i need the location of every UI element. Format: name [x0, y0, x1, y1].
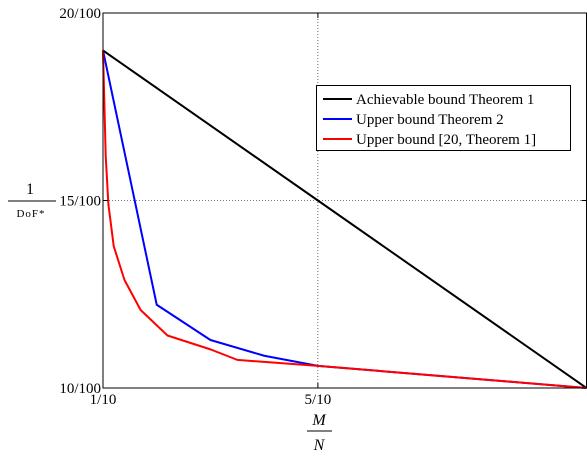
y-axis-label: 1 DoF* [8, 181, 56, 220]
plot-background [103, 13, 587, 388]
series-lines [102, 49, 587, 389]
axis-ticks: 1/10 5/10 10/100 15/100 20/100 [59, 6, 587, 408]
x-axis-label: M N [307, 412, 332, 454]
series-line-0 [102, 49, 587, 389]
x-axis-label-denominator: N [313, 437, 326, 454]
legend-box [316, 85, 571, 151]
y-tick-label-1: 15/100 [59, 194, 101, 210]
x-tick-label-1: 5/10 [305, 392, 332, 408]
y-tick-label-2: 20/100 [59, 6, 101, 22]
x-tick-label-0: 1/10 [90, 392, 117, 408]
legend-label-1: Upper bound Theorem 2 [356, 112, 504, 128]
grid-lines [103, 13, 587, 388]
legend-label-2: Upper bound [20, Theorem 1] [356, 132, 536, 148]
series-line-2 [102, 50, 587, 389]
y-axis-label-numerator: 1 [26, 181, 34, 198]
y-axis-label-denominator: DoF* [16, 208, 45, 220]
legend-label-0: Achievable bound Theorem 1 [356, 92, 534, 108]
y-tick-label-0: 10/100 [59, 381, 101, 397]
legend: Achievable bound Theorem 1 Upper bound Th… [316, 85, 571, 151]
x-axis-label-numerator: M [311, 412, 327, 429]
